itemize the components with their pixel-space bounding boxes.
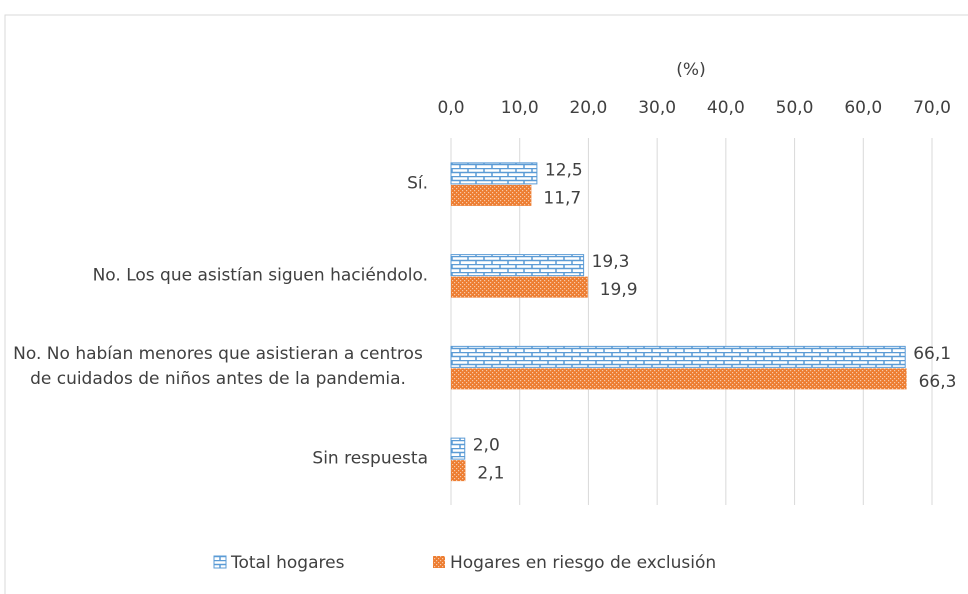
category-text: No. No habían menores que asistieran a c… bbox=[13, 344, 423, 390]
category-label: Sí. bbox=[8, 171, 428, 196]
data-label: 66,1 bbox=[913, 344, 951, 364]
category-text: Sin respuesta bbox=[312, 448, 428, 469]
data-label: 2,0 bbox=[473, 436, 500, 456]
bar bbox=[451, 184, 532, 206]
data-label: 19,9 bbox=[600, 280, 638, 300]
category-label: Sin respuesta bbox=[8, 447, 428, 472]
chart-border bbox=[4, 14, 968, 594]
category-text: No. Los que asistían siguen haciéndolo. bbox=[92, 265, 428, 286]
bar bbox=[450, 437, 466, 460]
legend-label: Total hogares bbox=[230, 553, 345, 573]
category-label: No. Los que asistían siguen haciéndolo. bbox=[8, 263, 428, 288]
bar bbox=[450, 162, 538, 185]
bar bbox=[451, 276, 588, 298]
data-label: 19,3 bbox=[592, 252, 630, 272]
x-tick-label: 10,0 bbox=[501, 98, 539, 118]
x-tick-label: 60,0 bbox=[844, 98, 882, 118]
x-tick-label: 30,0 bbox=[638, 98, 676, 118]
x-tick-label: 0,0 bbox=[437, 98, 464, 118]
x-tick-label: 40,0 bbox=[707, 98, 745, 118]
x-tick-label: 20,0 bbox=[569, 98, 607, 118]
data-label: 12,5 bbox=[545, 160, 583, 180]
bar bbox=[451, 368, 907, 390]
data-label: 2,1 bbox=[477, 464, 504, 484]
category-label: No. No habían menores que asistieran a c… bbox=[8, 342, 428, 392]
bar bbox=[450, 345, 906, 368]
data-label: 66,3 bbox=[919, 372, 957, 392]
bar bbox=[450, 254, 585, 277]
data-label: 11,7 bbox=[543, 188, 581, 208]
legend-label: Hogares en riesgo de exclusión bbox=[450, 553, 716, 573]
legend-swatch bbox=[433, 556, 445, 568]
axis-title: (%) bbox=[676, 60, 705, 80]
bar bbox=[451, 460, 466, 482]
legend-swatch bbox=[213, 555, 227, 569]
x-tick-label: 70,0 bbox=[913, 98, 951, 118]
x-tick-label: 50,0 bbox=[776, 98, 814, 118]
category-text: Sí. bbox=[407, 173, 428, 194]
